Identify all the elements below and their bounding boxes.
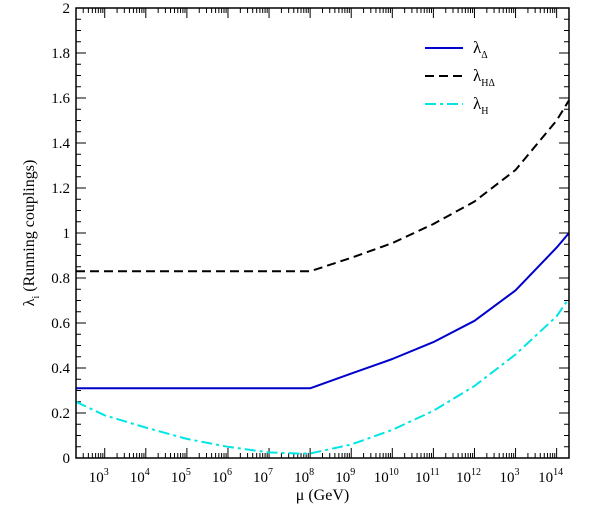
legend-label-0: λΔ [473, 38, 488, 61]
legend: λΔ λHΔ λH [425, 38, 495, 117]
plot-frame [75, 7, 570, 459]
axis-ticks [75, 7, 570, 459]
y-tick-label: 1 [63, 226, 71, 242]
x-tick-label: 109 [335, 467, 355, 486]
y-tick-label: 0.6 [51, 316, 70, 332]
series-line-0 [76, 232, 570, 390]
series-line-2 [75, 297, 570, 455]
y-tick-label: 1.4 [51, 136, 70, 152]
x-tick-label: 1011 [415, 467, 440, 486]
y-tick-label: 1.6 [51, 91, 70, 107]
y-axis-title: λi (Running couplings) [21, 160, 42, 307]
series-line-1 [76, 99, 570, 273]
y-tick-label: 0.4 [51, 361, 70, 377]
x-tick-label: 103 [500, 467, 520, 486]
y-tick-label: 0 [63, 451, 71, 467]
x-tick-label: 107 [253, 467, 273, 486]
y-tick-label: 0.2 [51, 406, 70, 422]
axis-labels: 0 0.2 0.4 0.6 0.8 1 1.2 1.4 1.6 1.8 2 103 104 105 106 1… [21, 1, 563, 504]
y-tick-label: 1.2 [51, 181, 70, 197]
y-tick-label: 1.8 [51, 46, 70, 62]
x-tick-label: 105 [171, 467, 191, 486]
x-tick-label: 103 [89, 467, 109, 486]
y-tick-label: 0.8 [51, 271, 70, 287]
legend-label-1: λHΔ [473, 66, 495, 89]
y-tick-label: 2 [63, 1, 71, 17]
x-tick-label: 108 [294, 467, 314, 486]
x-tick-label: 104 [130, 467, 150, 486]
x-axis-title: μ (GeV) [296, 487, 349, 504]
series-lines [75, 99, 570, 455]
legend-label-2: λH [473, 94, 488, 117]
x-tick-label: 1014 [538, 467, 563, 486]
x-tick-label: 1010 [374, 467, 399, 486]
x-tick-label: 1012 [456, 467, 481, 486]
x-tick-label: 106 [212, 467, 232, 486]
